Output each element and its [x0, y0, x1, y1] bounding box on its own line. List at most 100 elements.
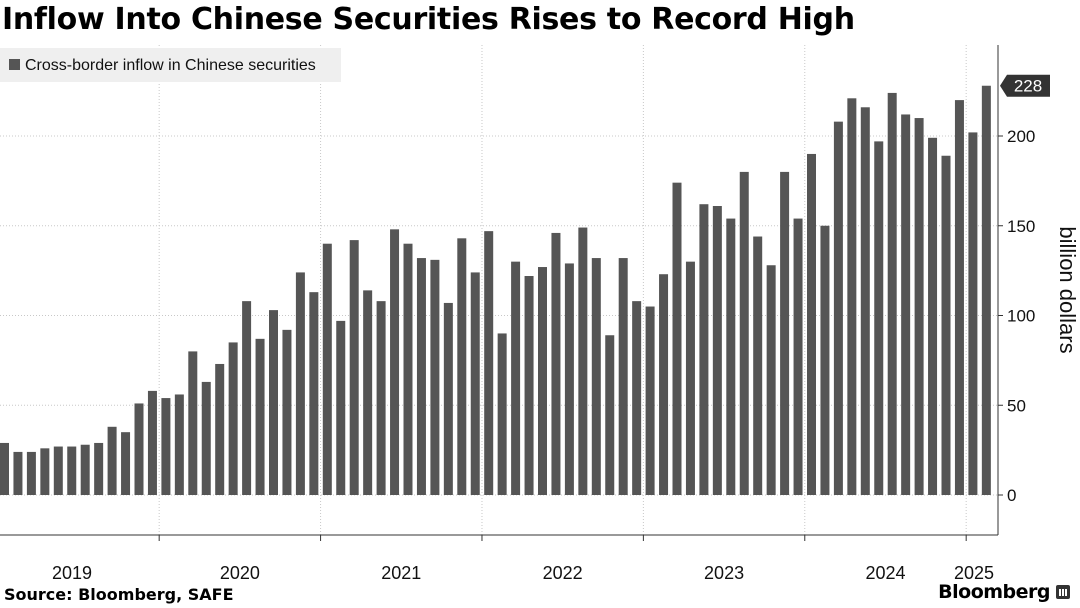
- bar: [914, 118, 924, 496]
- bar: [659, 274, 669, 495]
- legend-box: [0, 48, 341, 82]
- x-axis: 2019 2020 2021 2022 2023 2024 2025: [0, 534, 998, 583]
- bar: [67, 446, 77, 495]
- y-tick-label: 0: [1007, 486, 1016, 505]
- x-tick-label: 2024: [865, 563, 905, 583]
- y-tick-label: 150: [1007, 217, 1035, 236]
- bar: [107, 426, 117, 495]
- y-tick-label: 50: [1007, 396, 1026, 415]
- bar: [40, 448, 50, 495]
- bar: [147, 390, 157, 495]
- bar: [793, 218, 803, 495]
- bar: [847, 98, 857, 496]
- bar: [255, 338, 265, 495]
- bar: [968, 132, 978, 495]
- legend-label: Cross-border inflow in Chinese securitie…: [25, 57, 316, 74]
- bar: [766, 265, 776, 495]
- bar: [53, 446, 63, 495]
- bar: [242, 301, 252, 495]
- x-tick-label: 2021: [381, 563, 421, 583]
- bar: [228, 342, 238, 495]
- y-tick-label: 100: [1007, 307, 1035, 326]
- brand-name: Bloomberg: [938, 581, 1050, 603]
- bar: [188, 351, 198, 495]
- bar: [780, 171, 790, 495]
- bar: [201, 381, 211, 495]
- bar: [901, 114, 911, 496]
- bar: [645, 306, 655, 495]
- bar: [981, 85, 991, 496]
- bar: [699, 204, 709, 495]
- bar: [349, 240, 359, 495]
- bar: [632, 301, 642, 495]
- y-axis: 0 50 100 150 200 billion dollars: [997, 45, 1080, 535]
- callout-label: 228: [1014, 77, 1042, 96]
- bar: [94, 442, 104, 495]
- y-tick-label: 200: [1007, 127, 1035, 146]
- bar: [80, 444, 90, 495]
- bar: [685, 261, 695, 495]
- bar: [376, 301, 386, 495]
- bar: [712, 206, 722, 495]
- bloomberg-chart-icon: [1056, 585, 1070, 599]
- chart-title: Inflow Into Chinese Securities Rises to …: [2, 2, 855, 37]
- legend-swatch: [9, 59, 20, 70]
- legend: Cross-border inflow in Chinese securitie…: [0, 48, 341, 82]
- bar: [269, 310, 278, 495]
- bar: [928, 137, 938, 496]
- bar: [26, 451, 36, 495]
- x-tick-label: 2019: [52, 563, 92, 583]
- x-tick-label: 2025: [954, 563, 994, 583]
- bar: [174, 394, 184, 495]
- bar: [363, 290, 373, 495]
- bar: [874, 141, 884, 495]
- bar: [618, 258, 628, 495]
- bar: [538, 267, 547, 495]
- bar: [336, 320, 346, 495]
- bar: [672, 182, 682, 496]
- bar: [753, 236, 763, 495]
- bar: [282, 329, 292, 495]
- callout-box: [1000, 74, 1050, 97]
- bars: [0, 85, 991, 496]
- bar: [309, 292, 319, 495]
- bar: [134, 403, 144, 495]
- bar: [887, 92, 897, 496]
- bar: [954, 100, 964, 495]
- bar: [322, 243, 332, 495]
- bar: [484, 231, 494, 495]
- last-value-callout: 228: [1000, 74, 1050, 97]
- bar: [739, 171, 749, 495]
- bar: [295, 272, 305, 495]
- bar: [497, 333, 507, 495]
- bar: [524, 276, 534, 495]
- bar: [390, 229, 400, 495]
- x-tick-label: 2020: [220, 563, 260, 583]
- x-tick-label: 2023: [704, 563, 744, 583]
- bar: [13, 451, 23, 495]
- bar: [807, 153, 816, 495]
- source-note: Source: Bloomberg, SAFE: [4, 585, 234, 604]
- y-axis-label: billion dollars: [1055, 226, 1080, 353]
- bar: [457, 238, 467, 495]
- bar: [403, 243, 413, 495]
- bar: [430, 259, 440, 495]
- bar: [578, 227, 588, 496]
- bar: [820, 225, 830, 495]
- bar: [470, 272, 480, 495]
- bar: [941, 155, 951, 495]
- bar: [416, 258, 426, 495]
- bar: [591, 258, 601, 495]
- bar: [0, 442, 9, 495]
- bloomberg-logo: Bloomberg: [938, 581, 1070, 603]
- bar: [121, 432, 131, 495]
- bar: [564, 263, 574, 495]
- bar: [605, 335, 615, 495]
- x-tick-label: 2022: [543, 563, 583, 583]
- bar: [443, 302, 453, 495]
- bar: [833, 121, 843, 495]
- bar: [161, 398, 171, 495]
- bar: [215, 363, 225, 495]
- bar: [511, 261, 521, 495]
